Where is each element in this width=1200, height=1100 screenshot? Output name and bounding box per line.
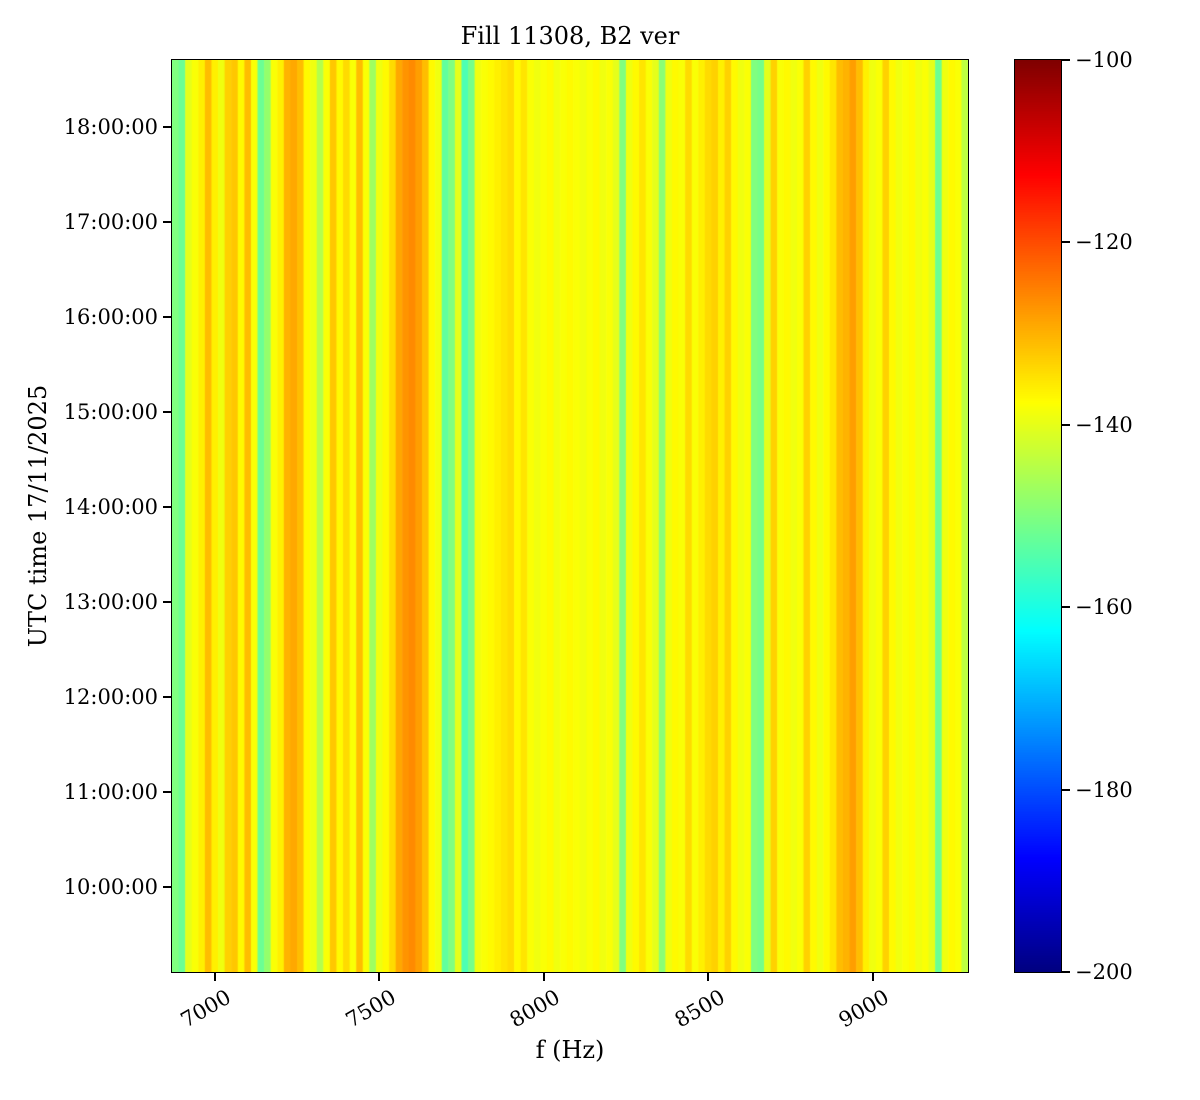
y-tick-mark xyxy=(163,601,171,603)
x-axis-label: f (Hz) xyxy=(535,1036,605,1064)
y-tick-mark xyxy=(163,790,171,793)
y-tick-label: 16:00:00 xyxy=(63,305,158,329)
y-tick-label: 17:00:00 xyxy=(63,209,158,234)
y-tick-label: 13:00:00 xyxy=(63,590,158,614)
chart-title: Fill 11308, B2 ver xyxy=(460,22,680,50)
x-tick-label: 7500 xyxy=(341,984,400,1033)
plot-frame xyxy=(171,59,969,973)
y-tick-label: 10:00:00 xyxy=(63,875,158,899)
x-tick-mark xyxy=(542,973,545,981)
y-tick-mark xyxy=(163,886,171,888)
y-tick-mark xyxy=(163,316,171,318)
colorbar-tick-label: −160 xyxy=(1075,595,1133,620)
x-tick-label: 8000 xyxy=(505,984,565,1033)
y-tick-mark xyxy=(163,126,171,129)
colorbar-tick-label: −180 xyxy=(1075,777,1133,802)
x-tick-mark xyxy=(213,973,216,981)
colorbar-canvas xyxy=(1015,60,1061,972)
y-tick-label: 15:00:00 xyxy=(63,400,158,425)
colorbar-tick-mark xyxy=(1062,59,1070,61)
colorbar-tick-mark xyxy=(1062,606,1070,609)
y-tick-mark xyxy=(163,411,171,414)
y-tick-label: 11:00:00 xyxy=(63,779,158,804)
y-tick-mark xyxy=(163,505,171,508)
y-tick-label: 14:00:00 xyxy=(63,494,158,519)
y-tick-label: 12:00:00 xyxy=(63,685,158,710)
colorbar-tick-mark xyxy=(1062,241,1070,244)
y-tick-label: 18:00:00 xyxy=(63,115,158,140)
x-tick-label: 8500 xyxy=(670,984,729,1033)
y-tick-mark xyxy=(163,220,171,223)
colorbar-tick-label: −200 xyxy=(1075,960,1133,984)
colorbar-tick-label: −120 xyxy=(1075,230,1133,255)
colorbar-tick-label: −140 xyxy=(1075,412,1133,437)
x-tick-mark xyxy=(707,973,710,981)
y-tick-mark xyxy=(163,696,171,699)
colorbar-tick-mark xyxy=(1062,423,1070,426)
colorbar-tick-mark xyxy=(1062,971,1070,973)
colorbar-tick-mark xyxy=(1062,788,1070,791)
x-tick-mark xyxy=(378,973,381,981)
colorbar-frame xyxy=(1014,59,1062,973)
x-tick-mark xyxy=(871,973,874,981)
colorbar-tick-label: −100 xyxy=(1075,48,1133,72)
x-tick-label: 7000 xyxy=(176,984,236,1033)
x-tick-label: 9000 xyxy=(834,984,894,1033)
heatmap-canvas xyxy=(172,60,968,972)
